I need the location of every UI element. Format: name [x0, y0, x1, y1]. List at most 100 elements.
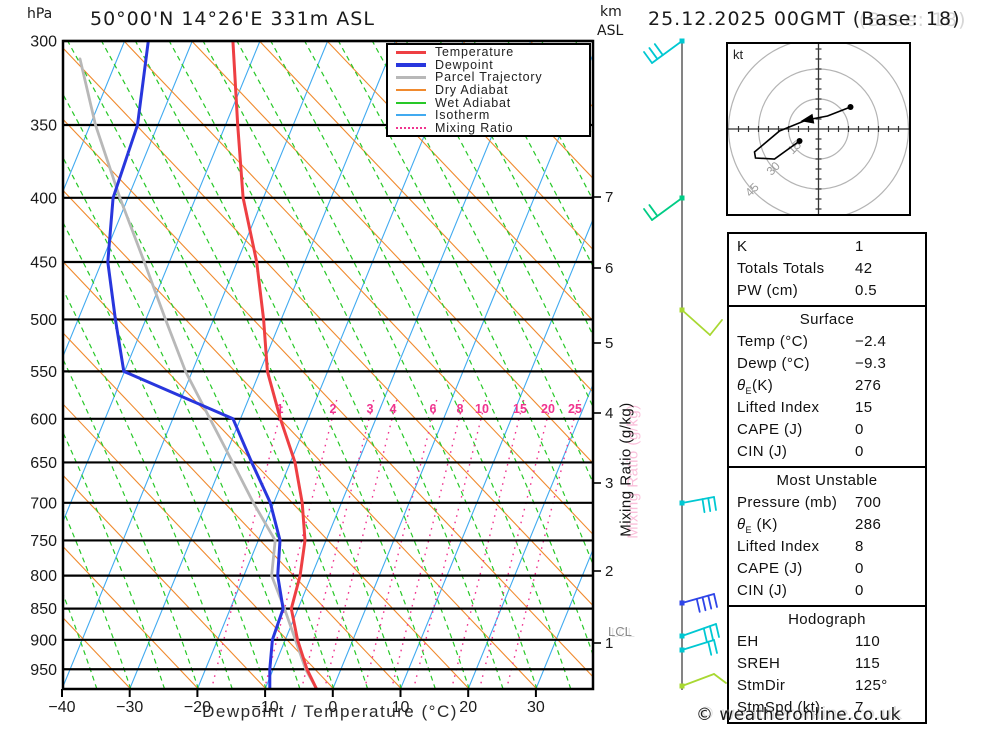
legend-swatch-thin [396, 114, 426, 117]
wind-barb-feather [653, 43, 664, 56]
table-row: Lifted Index 15 [729, 397, 925, 419]
wind-barb-marker [679, 195, 685, 201]
table-row-value: 115 [855, 655, 881, 672]
temp-tick-label: −10 [252, 699, 279, 716]
wind-barb-feather [713, 673, 727, 684]
dry-adiabat-line [191, 41, 593, 464]
pressure-tick-label: 550 [30, 364, 57, 381]
table-row-value: 286 [855, 516, 882, 533]
x-axis-title: Dewpoint / Temperature (°C) [202, 702, 458, 721]
legend-label: Isotherm [435, 108, 491, 123]
temp-tick-label: −20 [184, 699, 211, 716]
wind-barb-feather [701, 596, 707, 612]
datetime-base: (Base: 18) [852, 8, 961, 30]
wet-adiabat-line [63, 430, 166, 689]
wind-barb-marker [679, 307, 685, 313]
station-title: 50°00'N 14°26'E 331m ASL [90, 8, 375, 30]
km-tick-label: 2 [605, 563, 613, 580]
sounding-curves [78, 41, 319, 689]
table-section: K 1 Totals Totals 42 PW (cm) 0.5 [729, 234, 925, 305]
isotherm-line [63, 41, 126, 193]
table-row-label: K [737, 238, 748, 255]
background-line-families [63, 41, 593, 689]
table-row-value: 8 [855, 538, 864, 555]
asl-unit-label: ASL [597, 23, 624, 39]
table-section-header: Hodograph [788, 611, 866, 628]
km-tick-label: 1 [605, 635, 613, 652]
pressure-tick-labels: 300 350 400 450 500 550 600 650 700 750 800 850 900 9… [30, 34, 57, 679]
wet-adiabat-line [439, 41, 593, 337]
km-tick-label: 5 [605, 335, 613, 352]
temp-tick-label: 0 [328, 699, 337, 716]
temp-axis-ticks: −40 −30 −20 −10 0 10 20 30 [48, 689, 545, 716]
pressure-tick-label: 400 [30, 190, 57, 207]
mixing-ratio-value: 10 [475, 402, 489, 416]
table-row-label: Temp (°C) [737, 333, 809, 350]
km-tick-label: 6 [605, 260, 613, 277]
mixing-ratio-line [300, 399, 375, 689]
wind-barb-feather [708, 625, 714, 641]
wind-barb-feather [713, 593, 718, 608]
wet-adiabat-line [270, 41, 572, 689]
table-row: Totals Totals 42 [729, 258, 925, 280]
pressure-tick-label: 850 [30, 601, 57, 618]
hodograph-storm-arrow [800, 113, 815, 124]
pressure-tick-label: 800 [30, 568, 57, 585]
mixing-ratio-line [478, 399, 553, 689]
legend-item: Parcel Trajectory [388, 70, 589, 84]
pressure-tick-label: 300 [30, 34, 57, 51]
temp-tick-label: 30 [527, 699, 545, 716]
table-row: CAPE (J) 0 [729, 419, 925, 441]
table-row-value: 125° [855, 677, 888, 694]
table-row-label: Totals Totals [737, 260, 825, 277]
legend-swatch-thin [396, 101, 426, 104]
table-row: StmDir 125° [729, 675, 925, 697]
isotherms [63, 41, 593, 689]
pressure-tick-label: 950 [30, 662, 57, 679]
table-row-value: 276 [855, 377, 882, 394]
wind-barb [643, 195, 685, 221]
table-row-label: CAPE (J) [737, 421, 803, 438]
wet-adiabat-line [134, 41, 436, 689]
mixing-ratio-value: 20 [541, 402, 555, 416]
mixing-ratio-value: 15 [513, 402, 527, 416]
wind-barb-marker [679, 683, 685, 689]
wind-barb [679, 623, 720, 643]
legend-swatch-thin [396, 88, 426, 91]
table-section: Surface Temp (°C) −2.4 Dewp (°C) −9.3 θE(K) 27… [729, 305, 925, 466]
wind-barb-shaft [651, 40, 683, 64]
table-row-label: CIN (J) [737, 582, 788, 599]
wet-adiabat-line [236, 41, 538, 689]
table-row: CAPE (J) 0 [729, 558, 925, 580]
km-tick-label: 4 [605, 405, 613, 422]
legend-item: Wet Adiabat [388, 96, 589, 110]
wind-barb-shaft [681, 673, 715, 687]
temp-tick-label: −40 [48, 699, 75, 716]
dry-adiabats [63, 41, 593, 689]
table-row-label: StmDir [737, 677, 786, 694]
pressure-tick-label: 350 [30, 118, 57, 135]
wet-adiabat-line [63, 508, 132, 689]
pressure-tick-label: 600 [30, 411, 57, 428]
table-row-label: Dewp (°C) [737, 355, 810, 372]
dry-adiabat-line [63, 118, 593, 678]
pressure-tick-label: 750 [30, 533, 57, 550]
legend-swatch-dotted [396, 126, 426, 129]
wind-barb-feather [715, 623, 720, 638]
wet-adiabat-line [100, 41, 403, 689]
dry-adiabat-line [63, 403, 335, 689]
plot-border [61, 39, 595, 691]
wet-adiabat-line [202, 41, 504, 689]
dry-adiabat-line [63, 260, 470, 689]
km-tick-label: 3 [605, 475, 613, 492]
table-row-value: 0 [855, 560, 864, 577]
pressure-unit-label: hPa [27, 6, 53, 22]
temperature-curve [231, 41, 319, 689]
wind-barb-feather [648, 204, 659, 217]
dry-adiabat-line [394, 41, 593, 251]
wind-barb-marker [679, 38, 685, 44]
wind-barb-feather [707, 497, 712, 512]
